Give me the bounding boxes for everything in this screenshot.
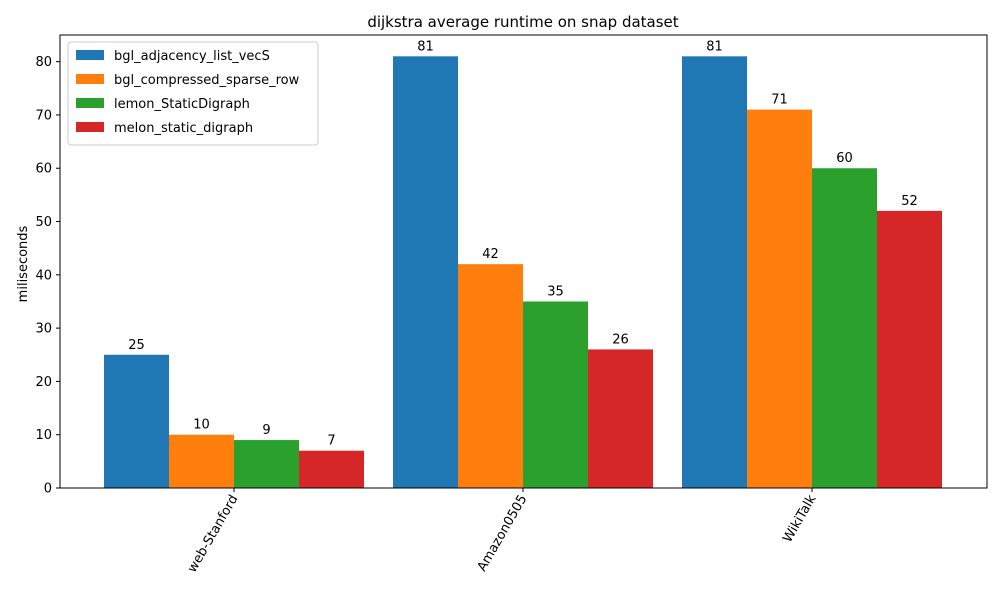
y-tick-label: 0: [44, 482, 52, 497]
bar-value-label: 81: [706, 39, 723, 54]
x-axis: web-Stanford Amazon0505 WikiTalk: [185, 488, 820, 575]
y-tick-label: 10: [35, 428, 52, 443]
legend-label: bgl_compressed_sparse_row: [114, 73, 300, 88]
bar-value-label: 35: [547, 284, 564, 299]
bar-bgl_compressed_sparse_row-WikiTalk: [747, 109, 812, 489]
bar-value-label: 71: [771, 93, 788, 108]
legend-swatch: [76, 98, 104, 108]
bar-value-label: 7: [327, 434, 335, 449]
bar-value-label: 60: [836, 151, 853, 166]
y-tick-label: 50: [35, 215, 52, 230]
bar-lemon_StaticDigraph-WikiTalk: [812, 168, 877, 488]
y-axis: 0 10 20 30 40 50 60 70 80: [35, 55, 60, 497]
bar-bgl_compressed_sparse_row-Amazon0505: [458, 264, 523, 488]
bar-lemon_StaticDigraph-web-Stanford: [234, 440, 299, 488]
legend-label: melon_static_digraph: [114, 121, 253, 136]
y-tick-label: 80: [35, 55, 52, 70]
x-tick-label: WikiTalk: [780, 492, 819, 545]
y-tick-label: 40: [35, 268, 52, 283]
legend-box: [67, 41, 319, 146]
x-tick-label: Amazon0505: [475, 493, 531, 575]
bar-bgl_adjacency_list_vecS-WikiTalk: [682, 56, 747, 488]
legend-swatch: [76, 74, 104, 84]
legend: bgl_adjacency_list_vecS bgl_compressed_sp…: [67, 41, 319, 146]
bar-melon_static_digraph-WikiTalk: [877, 210, 942, 488]
bar-value-label: 25: [128, 338, 145, 353]
legend-swatch: [76, 50, 104, 60]
plot-frame: [59, 34, 988, 489]
y-tick-label: 20: [35, 375, 52, 390]
bar-bgl_adjacency_list_vecS-web-Stanford: [104, 354, 169, 488]
legend-swatch: [76, 122, 104, 132]
y-tick-label: 30: [35, 322, 52, 337]
bar-bgl_adjacency_list_vecS-Amazon0505: [393, 56, 458, 488]
value-labels-layer: 25 81 81 10 42 71 9 35 60 7 26 52: [128, 39, 918, 448]
bar-value-label: 26: [612, 332, 629, 347]
y-axis-label: miliseconds: [16, 225, 31, 302]
bar-lemon_StaticDigraph-Amazon0505: [523, 301, 588, 488]
y-tick-label: 70: [35, 108, 52, 123]
legend-label: bgl_adjacency_list_vecS: [114, 49, 270, 64]
bar-melon_static_digraph-Amazon0505: [588, 349, 653, 488]
bar-melon_static_digraph-web-Stanford: [299, 450, 364, 488]
chart-title: dijkstra average runtime on snap dataset: [367, 13, 678, 31]
x-tick-label: web-Stanford: [185, 493, 242, 576]
bar-value-label: 9: [262, 423, 270, 438]
bar-value-label: 52: [901, 194, 918, 209]
bar-value-label: 81: [417, 39, 434, 54]
bar-value-label: 10: [193, 418, 210, 433]
bar-bgl_compressed_sparse_row-web-Stanford: [169, 434, 234, 488]
legend-label: lemon_StaticDigraph: [114, 97, 250, 112]
y-tick-label: 60: [35, 162, 52, 177]
bar-value-label: 42: [482, 247, 499, 262]
bars-layer: [104, 56, 942, 489]
